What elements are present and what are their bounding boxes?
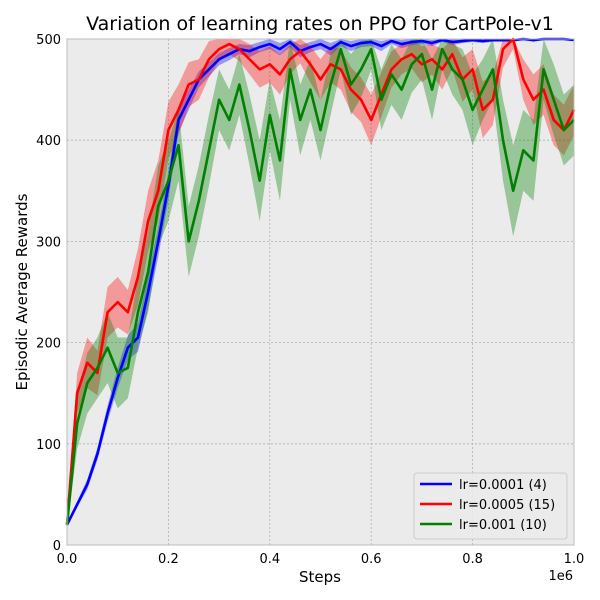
y-tick-label: 300 [36, 235, 61, 250]
chart-title: Variation of learning rates on PPO for C… [86, 13, 554, 35]
band-series-3 [67, 39, 574, 530]
x-axis-offset-label: 1e6 [548, 569, 573, 584]
x-tick-label: 0.2 [158, 552, 179, 567]
y-tick-label: 200 [36, 337, 61, 352]
y-axis-label: Episodic Average Rewards [13, 193, 31, 390]
line-series-1 [65, 37, 575, 526]
legend-box [413, 472, 568, 540]
y-axis-ticks: 0 100 200 300 400 500 [36, 33, 61, 554]
x-tick-label: 0.6 [361, 552, 382, 567]
x-tick-label: 0.0 [57, 552, 78, 567]
legend: lr=0.0001 (4) lr=0.0005 (15) lr=0.001 (10) [413, 472, 568, 540]
confidence-bands [67, 39, 574, 530]
x-axis-ticks: 0.0 0.2 0.4 0.6 0.8 1.0 [57, 552, 585, 567]
line-series-2 [65, 37, 576, 525]
plot-background [67, 39, 574, 545]
plot-frame [66, 38, 575, 546]
y-tick-label: 500 [36, 33, 61, 48]
y-tick-label: 100 [36, 438, 61, 453]
x-tick-label: 0.8 [462, 552, 483, 567]
line-series-3 [65, 47, 575, 525]
x-tick-label: 1.0 [564, 552, 585, 567]
x-tick-label: 0.4 [259, 552, 280, 567]
series-lines [65, 37, 576, 526]
y-tick-label: 400 [36, 134, 61, 149]
x-axis-label: Steps [299, 568, 341, 586]
band-series-2 [67, 39, 574, 530]
legend-label: lr=0.0005 (15) [459, 498, 555, 513]
y-tick-label: 0 [53, 539, 61, 554]
legend-label: lr=0.0001 (4) [459, 478, 547, 493]
legend-label: lr=0.001 (10) [459, 518, 547, 533]
